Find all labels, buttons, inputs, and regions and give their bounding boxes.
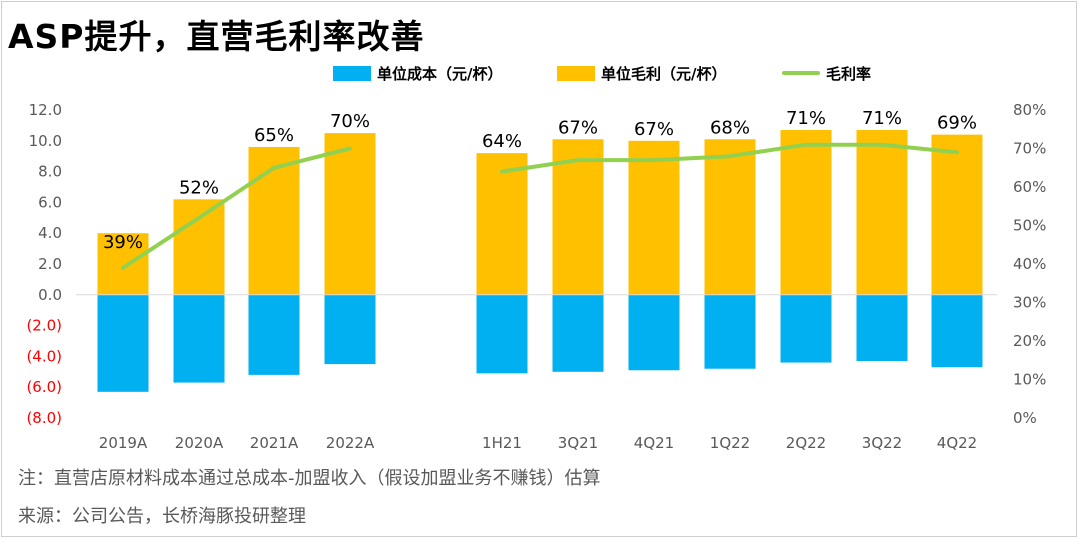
legend-item-gross-margin: 毛利率 (782, 62, 871, 84)
profit-bar (704, 139, 756, 295)
x-tick-label: 3Q21 (558, 434, 598, 452)
legend-label-unit-cost: 单位成本（元/杯） (377, 64, 503, 83)
margin-data-label: 65% (254, 125, 294, 146)
y-tick-label: (6.0) (26, 378, 62, 396)
y-tick-label: 12.0 (29, 101, 62, 119)
y-tick-label: 4.0 (38, 224, 62, 242)
cost-bar (97, 294, 149, 392)
x-tick-label: 4Q22 (937, 434, 977, 452)
cost-bar (856, 294, 908, 362)
profit-bar (628, 140, 680, 295)
cost-bar (552, 294, 604, 372)
profit-bar (324, 133, 376, 295)
y2-tick-label: 10% (1013, 371, 1046, 389)
source-note: 来源：公司公告，长桥海豚投研整理 (18, 506, 306, 527)
legend: 单位成本（元/杯） 单位毛利（元/杯） 毛利率 (0, 62, 1080, 84)
y-tick-label: 6.0 (38, 193, 62, 211)
legend-item-unit-profit: 单位毛利（元/杯） (557, 62, 726, 84)
y2-tick-label: 40% (1013, 255, 1046, 273)
margin-data-label: 71% (862, 108, 902, 129)
margin-data-label: 39% (103, 232, 143, 253)
x-tick-label: 1Q22 (710, 434, 750, 452)
y2-tick-label: 0% (1013, 409, 1037, 427)
legend-label-gross-margin: 毛利率 (826, 64, 872, 83)
cost-bar (324, 294, 376, 365)
x-tick-label: 1H21 (482, 434, 522, 452)
profit-bar (931, 134, 983, 295)
cost-bar (628, 294, 680, 371)
profit-bar (476, 153, 528, 295)
gross-margin-line (121, 146, 352, 270)
y-tick-label: 0.0 (38, 286, 62, 304)
x-tick-label: 4Q21 (634, 434, 674, 452)
x-tick-label: 2022A (326, 434, 375, 452)
profit-bar (780, 130, 832, 295)
legend-swatch-unit-cost (333, 65, 371, 81)
footnote: 注：直营店原材料成本通过总成本-加盟收入（假设加盟业务不赚钱）估算 (18, 468, 601, 489)
gross-margin-line (500, 142, 959, 174)
y-tick-label: (2.0) (26, 317, 62, 335)
y-tick-label: 8.0 (38, 163, 62, 181)
legend-line-gross-margin (782, 71, 820, 75)
y2-tick-label: 30% (1013, 294, 1046, 312)
x-tick-label: 2021A (250, 434, 299, 452)
y2-tick-label: 60% (1013, 178, 1046, 196)
x-tick-label: 3Q22 (862, 434, 902, 452)
y-tick-label: 2.0 (38, 255, 62, 273)
cost-bar (704, 294, 756, 369)
margin-data-label: 71% (786, 108, 826, 129)
profit-bar (552, 139, 604, 295)
margin-data-label: 52% (179, 177, 219, 198)
cost-bar (173, 294, 225, 383)
y-tick-label: 10.0 (29, 132, 62, 150)
y2-tick-label: 50% (1013, 217, 1046, 235)
cost-bar (931, 294, 983, 368)
margin-data-label: 64% (482, 131, 522, 152)
legend-label-unit-profit: 单位毛利（元/杯） (601, 64, 727, 83)
cost-bar (780, 294, 832, 363)
cost-bar (476, 294, 528, 374)
legend-item-unit-cost: 单位成本（元/杯） (333, 62, 502, 84)
y2-tick-label: 80% (1013, 101, 1046, 119)
cost-bar (248, 294, 300, 375)
chart-title: ASP提升，直营毛利率改善 (8, 17, 425, 56)
x-tick-label: 2019A (99, 434, 148, 452)
profit-bar (856, 130, 908, 295)
profit-bar (173, 199, 225, 295)
x-tick-label: 2Q22 (786, 434, 826, 452)
margin-data-label: 68% (710, 117, 750, 138)
profit-bar (97, 233, 149, 295)
y-tick-label: (8.0) (26, 409, 62, 427)
y-tick-label: (4.0) (26, 347, 62, 365)
x-tick-label: 2020A (175, 434, 224, 452)
margin-data-label: 67% (558, 117, 598, 138)
margin-data-label: 67% (634, 119, 674, 140)
margin-data-label: 69% (937, 113, 977, 134)
legend-swatch-unit-profit (557, 65, 595, 81)
y2-tick-label: 70% (1013, 140, 1046, 158)
profit-bar (248, 146, 300, 295)
y2-tick-label: 20% (1013, 332, 1046, 350)
margin-data-label: 70% (330, 111, 370, 132)
